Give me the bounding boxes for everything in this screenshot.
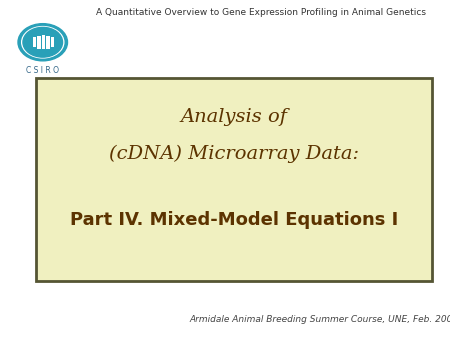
FancyBboxPatch shape bbox=[51, 37, 54, 47]
FancyBboxPatch shape bbox=[42, 35, 45, 49]
Circle shape bbox=[18, 24, 68, 61]
FancyBboxPatch shape bbox=[36, 78, 432, 281]
Text: (cDNA) Microarray Data:: (cDNA) Microarray Data: bbox=[109, 145, 359, 163]
Circle shape bbox=[21, 26, 64, 58]
Text: Analysis of: Analysis of bbox=[180, 107, 288, 126]
FancyBboxPatch shape bbox=[33, 37, 36, 47]
FancyBboxPatch shape bbox=[46, 36, 50, 49]
Text: Part IV. Mixed-Model Equations I: Part IV. Mixed-Model Equations I bbox=[70, 211, 398, 229]
Text: C S I R O: C S I R O bbox=[26, 66, 59, 75]
Circle shape bbox=[23, 27, 63, 57]
Circle shape bbox=[29, 32, 57, 53]
FancyBboxPatch shape bbox=[37, 36, 40, 49]
Text: Armidale Animal Breeding Summer Course, UNE, Feb. 2006: Armidale Animal Breeding Summer Course, … bbox=[189, 315, 450, 324]
Text: A Quantitative Overview to Gene Expression Profiling in Animal Genetics: A Quantitative Overview to Gene Expressi… bbox=[96, 8, 426, 18]
